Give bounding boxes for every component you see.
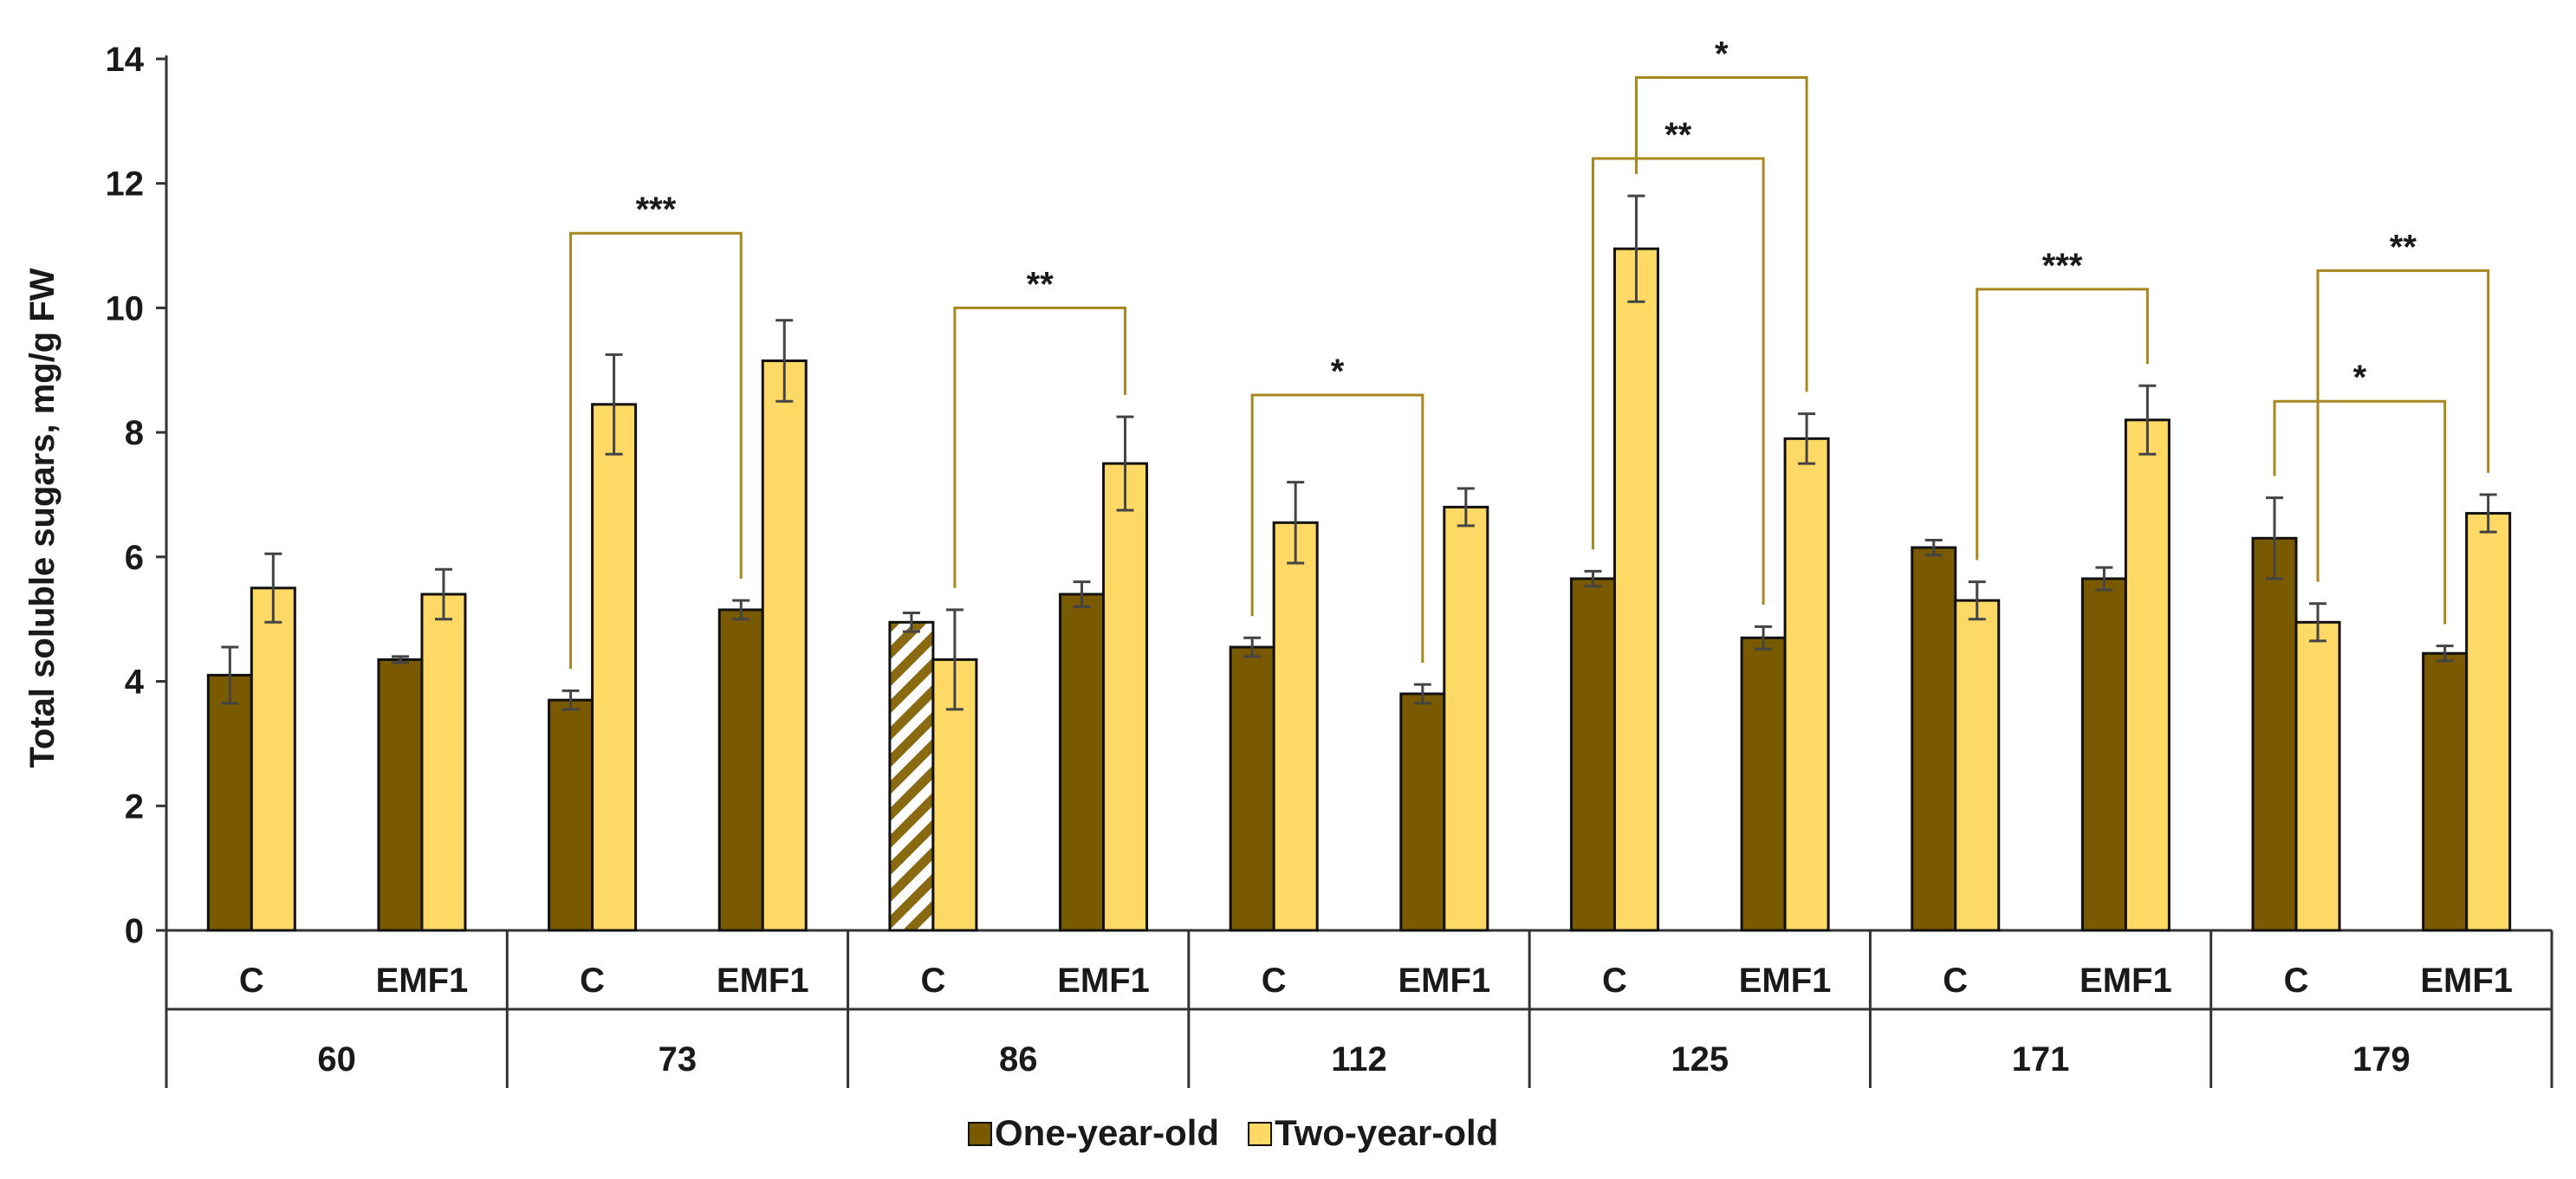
bar-two-year-old — [2124, 418, 2170, 932]
significance-bracket — [569, 231, 743, 670]
y-tick-label: 14 — [106, 41, 145, 79]
significance-label: ** — [2390, 228, 2417, 266]
bar-one-year-old — [1740, 636, 1787, 932]
bar-two-year-old — [1272, 521, 1319, 932]
y-tick-label: 2 — [125, 787, 144, 826]
bar-one-year-old — [717, 608, 764, 932]
significance-bracket — [1591, 157, 1765, 606]
group-label: 86 — [999, 1040, 1038, 1079]
bar-one-year-old — [1399, 692, 1446, 932]
bar-one-year-old — [2251, 536, 2298, 932]
legend-label: One-year-old — [995, 1112, 1219, 1153]
bar-one-year-old — [2422, 651, 2469, 932]
significance-label: * — [2353, 359, 2367, 397]
bars-layer — [206, 194, 2512, 932]
treatment-label: C — [580, 962, 605, 1000]
bar-two-year-old — [591, 403, 638, 932]
bar-one-year-old — [1911, 546, 1957, 932]
bar-two-year-old — [250, 586, 296, 932]
y-tick-label: 0 — [125, 912, 144, 950]
significance-bracket — [1250, 393, 1424, 664]
bar-two-year-old — [1102, 462, 1149, 932]
bar-two-year-old — [420, 593, 467, 932]
treatment-label: EMF1 — [2080, 962, 2172, 1000]
bar-two-year-old — [2294, 620, 2341, 932]
y-tick-label: 6 — [125, 539, 144, 577]
axis-layer: 0 2 4 6 8 10 12 14 C EMF1 60 C EMF1 73 C EMF1 86 C EMF1 112… — [106, 41, 2553, 1088]
significance-label: *** — [636, 191, 677, 229]
bar-two-year-old — [761, 360, 808, 932]
bar-one-year-old — [1569, 577, 1616, 932]
treatment-label: EMF1 — [376, 962, 469, 1000]
bar-one-year-old — [548, 698, 594, 932]
group-label: 125 — [1671, 1040, 1729, 1079]
treatment-label: EMF1 — [717, 962, 809, 1000]
treatment-label: C — [239, 962, 264, 1000]
bar-two-year-old — [1783, 437, 1830, 932]
treatment-label: EMF1 — [1398, 962, 1490, 1000]
significance-bracket — [953, 306, 1127, 588]
bar-one-year-old — [377, 658, 424, 932]
group-label: 112 — [1331, 1040, 1387, 1079]
y-tick-label: 12 — [106, 165, 145, 204]
treatment-label: C — [1943, 962, 1968, 1000]
bar-two-year-old — [2465, 512, 2512, 932]
group-label: 60 — [317, 1040, 356, 1079]
significance-label: * — [1715, 36, 1729, 74]
treatment-label: EMF1 — [2420, 962, 2513, 1000]
bar-one-year-old — [888, 620, 935, 932]
significance-label: * — [1331, 353, 1345, 391]
y-tick-label: 10 — [106, 289, 145, 327]
y-tick-label: 4 — [125, 664, 145, 702]
bar-one-year-old — [2080, 577, 2127, 932]
group-label: 179 — [2352, 1040, 2411, 1079]
legend: One-year-old Two-year-old — [968, 1112, 1498, 1153]
significance-label: *** — [2042, 247, 2083, 285]
bar-two-year-old — [1954, 599, 2001, 932]
bar-one-year-old — [206, 673, 253, 932]
bar-one-year-old — [1059, 593, 1106, 932]
group-label: 73 — [659, 1040, 698, 1079]
significance-layer: *************** — [569, 36, 2490, 670]
group-label: 171 — [2012, 1040, 2070, 1079]
treatment-label: EMF1 — [1057, 962, 1150, 1000]
y-tick-label: 8 — [125, 414, 144, 452]
legend-swatch — [968, 1122, 992, 1146]
significance-label: ** — [1664, 116, 1692, 154]
treatment-label: C — [2284, 962, 2309, 1000]
treatment-label: EMF1 — [1739, 962, 1832, 1000]
significance-bracket — [1634, 76, 1808, 392]
legend-swatch — [1248, 1122, 1273, 1146]
treatment-label: C — [1262, 962, 1287, 1000]
significance-bracket — [1976, 288, 2149, 560]
legend-label: Two-year-old — [1275, 1112, 1498, 1153]
significance-bracket — [2316, 269, 2490, 582]
significance-bracket — [2273, 399, 2447, 625]
treatment-label: C — [920, 962, 945, 1000]
bar-two-year-old — [1443, 505, 1489, 932]
bar-two-year-old — [1612, 247, 1659, 932]
y-axis-title: Total soluble sugars, mg/g FW — [23, 268, 62, 768]
treatment-label: C — [1602, 962, 1627, 1000]
bar-one-year-old — [1229, 645, 1275, 932]
significance-label: ** — [1027, 265, 1054, 303]
